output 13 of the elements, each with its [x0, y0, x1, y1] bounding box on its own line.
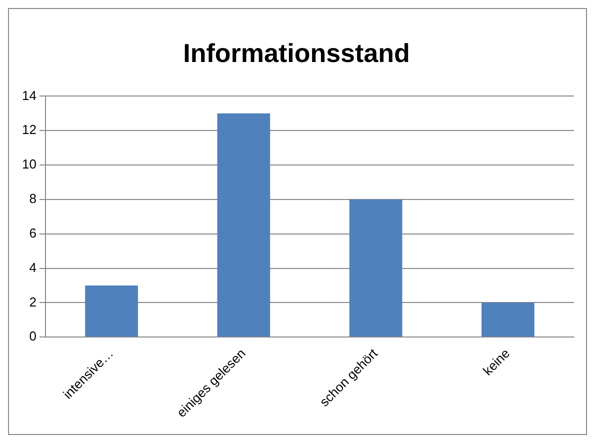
y-tick-label: 8 — [29, 191, 36, 206]
y-tick-label: 10 — [22, 156, 36, 172]
bar — [85, 285, 138, 337]
y-tick-label: 0 — [29, 328, 36, 344]
chart-title: Informationsstand — [183, 38, 410, 68]
bar — [482, 302, 534, 337]
y-tick-label: 14 — [22, 88, 36, 103]
y-tick-label: 6 — [29, 225, 36, 240]
bar — [217, 113, 270, 337]
bar — [349, 199, 402, 337]
y-tick-label: 4 — [29, 260, 36, 275]
y-tick-label: 12 — [22, 122, 36, 138]
y-tick-label: 2 — [29, 294, 36, 310]
